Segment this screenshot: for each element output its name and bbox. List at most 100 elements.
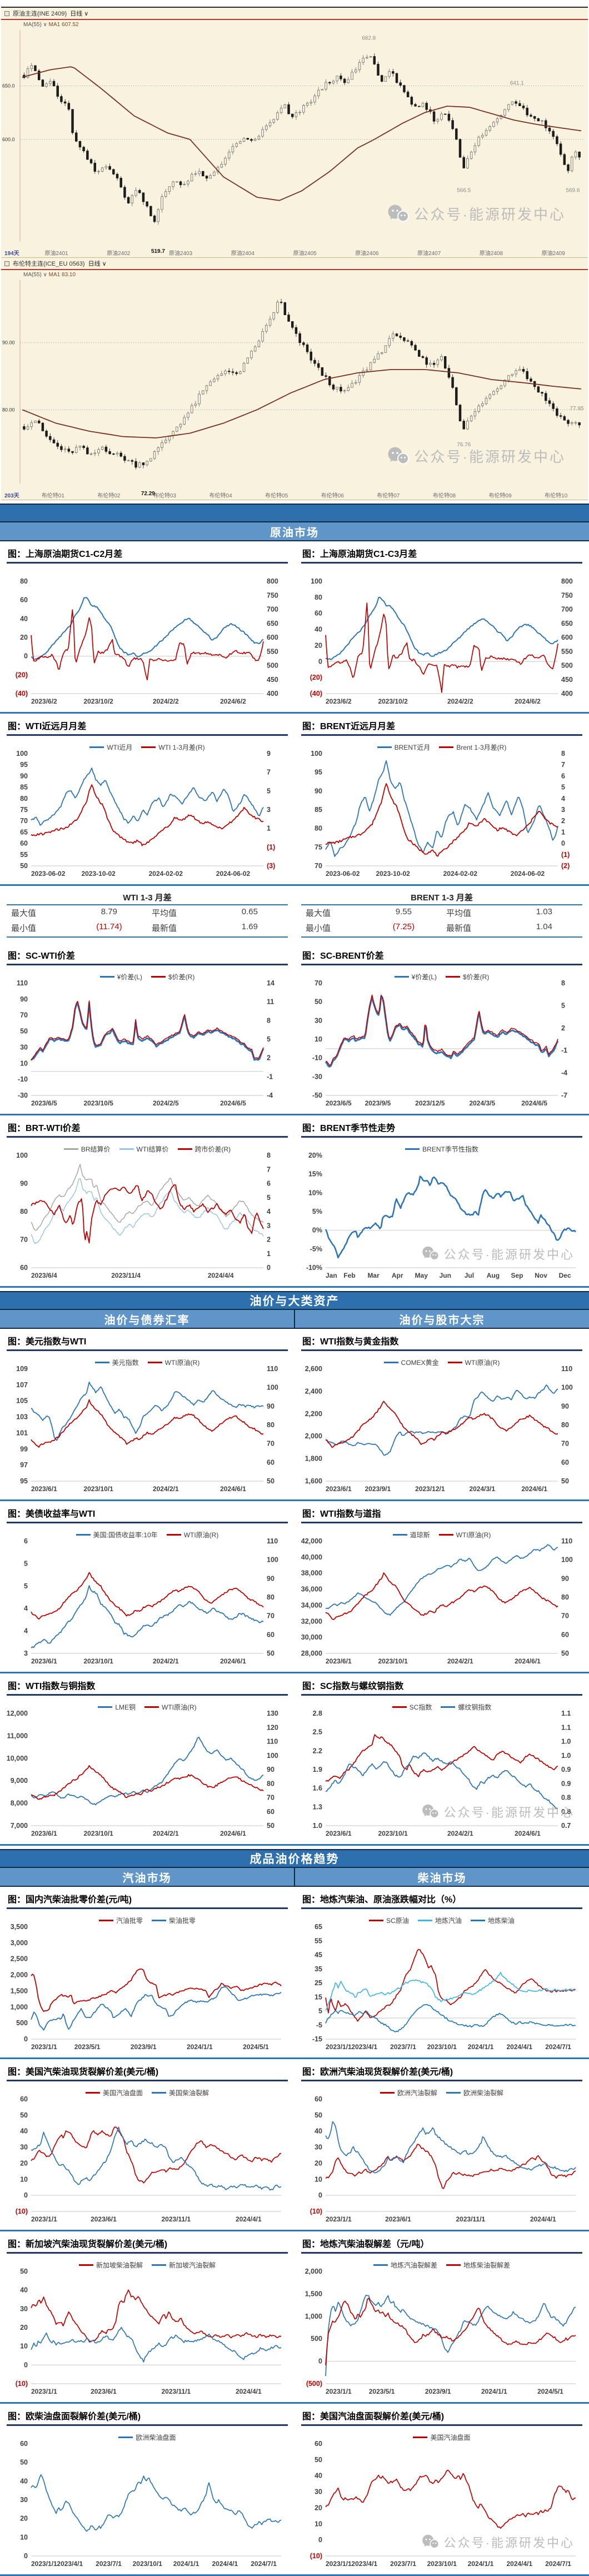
candle [60,96,63,102]
candle [492,391,495,395]
y-tick: (10) [16,2380,28,2388]
series-us-diesel [31,2126,282,2191]
series-lj-diesel-pct [325,2004,576,2032]
chart-wti-mm: 图：WTI近远月月差 WTI近月 WTI 1-3月差(R) 100 95 90 85 80 75… [0,717,294,883]
candle [466,421,469,430]
candle [246,357,249,363]
ma-indicator-label[interactable]: MA(55) ∨ MA1 607.52 [23,22,79,28]
candle [276,112,279,120]
y2-tick: 70 [267,1440,274,1448]
price-annotation: 566.5 [457,188,471,194]
candle [388,338,391,346]
chart-title: 图：新加坡汽柴油现货裂解价差(美元/桶) [7,2235,288,2254]
candle [306,103,309,106]
chart-lj-crack: 图：地炼汽柴油裂解差（元/吨） 地炼汽油裂解差 地炼柴油裂解差 2,000 1,500 1… [294,2235,589,2401]
candle [325,82,327,89]
legend-label: 美国:国债收益率:10年 [93,1531,158,1539]
y-tick: 0 [318,657,322,665]
y-tick: 30 [20,2496,28,2504]
x-tick: 2023/10/1 [378,1657,408,1665]
chart-row: 图：美元指数与WTI 美元指数 WTI原油(R) 109 107 105 103 101 99 9… [0,1329,589,1501]
legend-item-2: 跨市价差(R) [177,1144,231,1154]
chart-title: 图：WTI指数与黄金指数 [301,1332,582,1351]
legend-swatch [152,2264,166,2266]
legend-label: 螺纹钢指数 [458,1703,492,1711]
x-tick: 2023/10/1 [427,2043,457,2051]
y-tick: 40 [20,615,28,622]
chart-canvas: 20% 15% 10% 5% 0% -5% -10% Jan Feb Mar Apr May Jun Ju… [306,1152,576,1279]
y-tick: 30 [315,2488,322,2496]
legend-swatch [89,746,104,748]
x-axis-label: 原油2403 [168,251,193,257]
y-tick: 20% [308,1152,322,1159]
candle [336,387,338,390]
x-tick: 2023/7/1 [390,2043,416,2051]
legend-item-1: WTI原油(R) [438,1530,491,1539]
candle [67,449,71,452]
y-tick: 97 [20,1461,28,1469]
candle [108,451,111,454]
x-tick: 2024/2/1 [447,1830,473,1837]
y-tick: 1,000 [305,2313,322,2320]
legend-label: 美国汽油盘面 [102,2089,143,2097]
y2-tick: -1 [561,1047,567,1054]
legend-item-0: WTI近月 [89,743,132,752]
candle [332,385,335,390]
y2-tick: 0.8 [561,1794,571,1802]
y-tick: 50 [20,862,28,870]
x-tick: 2023/6/5 [31,1099,57,1107]
legend-label: 美国汽油盘面 [430,2434,471,2442]
series-wti [31,1399,264,1448]
timeframe-dropdown[interactable]: 日线 ∨ [88,261,107,267]
y-tick: (20) [16,671,28,679]
chart-row: 图：WTI近远月月差 WTI近月 WTI 1-3月差(R) 100 95 90 85 80 75… [0,714,589,886]
legend-swatch [76,1534,91,1536]
y-tick: 11,000 [7,1732,28,1740]
legend-label: 柴油批零 [169,1917,196,1925]
y2-tick: 110 [267,1537,278,1545]
y-tick: 30 [20,1043,28,1051]
y-tick: 105 [16,1397,28,1405]
y2-tick: 70 [267,1612,274,1620]
candle [518,103,521,106]
kchart-symbol-title: 原油主连(INE 2409) [13,11,67,17]
candle [253,138,257,141]
candle [556,408,558,416]
legend-label: WTI 1-3月差(R) [158,744,205,751]
y-tick: 60 [20,1264,28,1272]
timeframe-dropdown[interactable]: 日线 ∨ [70,11,89,17]
series-eu-diesel-board [31,2474,282,2532]
candle [567,164,570,171]
x-tick: 2023/1/1 [31,2043,57,2051]
candle [41,79,44,87]
x-tick: Jan [326,1272,337,1279]
chart-row: 图：欧柴油盘面裂解价差(美元/桶) 欧洲柴油盘面 60 50 40 30 20 10 0 2023… [0,2404,589,2576]
legend-swatch [177,1148,192,1150]
x-tick: 2023/12/5 [415,1099,445,1107]
candle [108,166,111,170]
candle [503,109,506,116]
candle [392,71,395,74]
y-tick: 70 [20,1236,28,1244]
ma-indicator-label[interactable]: MA(55) ∨ MA1 83.10 [23,272,76,278]
y-tick: -10% [306,1264,322,1272]
chart-legend: 美元指数 WTI原油(R) [7,1358,288,1367]
y2-tick: 100 [561,1556,573,1564]
y-tick: 109 [16,1365,28,1373]
chart-wrap: BR结算价 WTI结算价 跨市价差(R) 100 90 80 70 60 8 7 6 5 4 3 2 1 0 20… [7,1139,288,1285]
y-tick: 3,500 [11,1923,28,1931]
x-tick: 2023/9/1 [365,1485,391,1493]
candle [511,101,514,105]
candle [93,162,97,172]
chart-legend: 美国:国债收益率:10年 WTI原油(R) [7,1530,288,1539]
x-tick: 2023/6/1 [326,1830,352,1837]
series-wti-front [31,768,264,826]
stat-label: 平均值 [446,909,472,918]
chart-canvas: 2.8 2.5 2.2 1.9 1.6 1.3 1.0 1.1 1.1 1.0 1.0 0.9 0.9 0… [313,1710,571,1837]
candle [537,118,540,122]
y2-tick: 80 [561,1593,569,1601]
y2-tick: 100 [561,1384,573,1392]
y-tick: 36,000 [301,1586,322,1593]
y2-tick: (2) [561,862,570,870]
x-tick: 2023/1/1 [326,2388,352,2395]
